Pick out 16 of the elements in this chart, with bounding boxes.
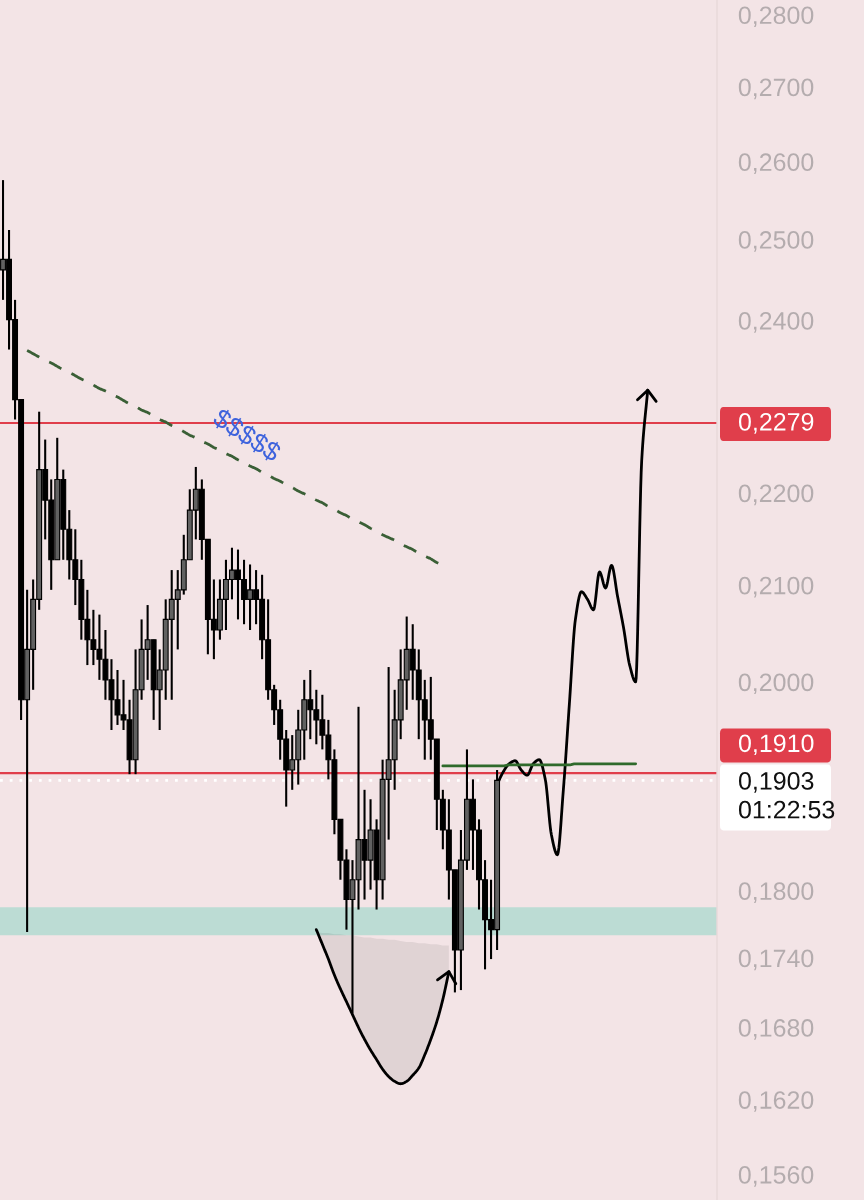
y-tick-label: 0,2500 [738,231,814,252]
y-tick-label: 0,1680 [738,1019,814,1040]
y-tick-label: 0,2400 [738,312,814,333]
ref-line-label: 0,1903 01:22:53 [738,772,835,819]
y-tick-label: 0,2000 [738,673,814,695]
y-tick-label: 0,2100 [738,576,814,598]
y-tick-label: 0,2600 [738,153,814,174]
y-tick-label: 0,1800 [738,882,814,903]
ref-line-label: 0,1910 [738,734,814,756]
y-tick-label: 0,1560 [738,1166,814,1187]
y-tick-label: 0,2700 [738,78,814,100]
y-tick-label: 0,2200 [738,484,814,506]
ref-line-label: 0,2279 [738,412,814,434]
y-tick-label: 0,1620 [738,1091,814,1112]
y-tick-label: 0,2800 [738,6,814,28]
y-tick-label: 0,1740 [738,949,814,971]
